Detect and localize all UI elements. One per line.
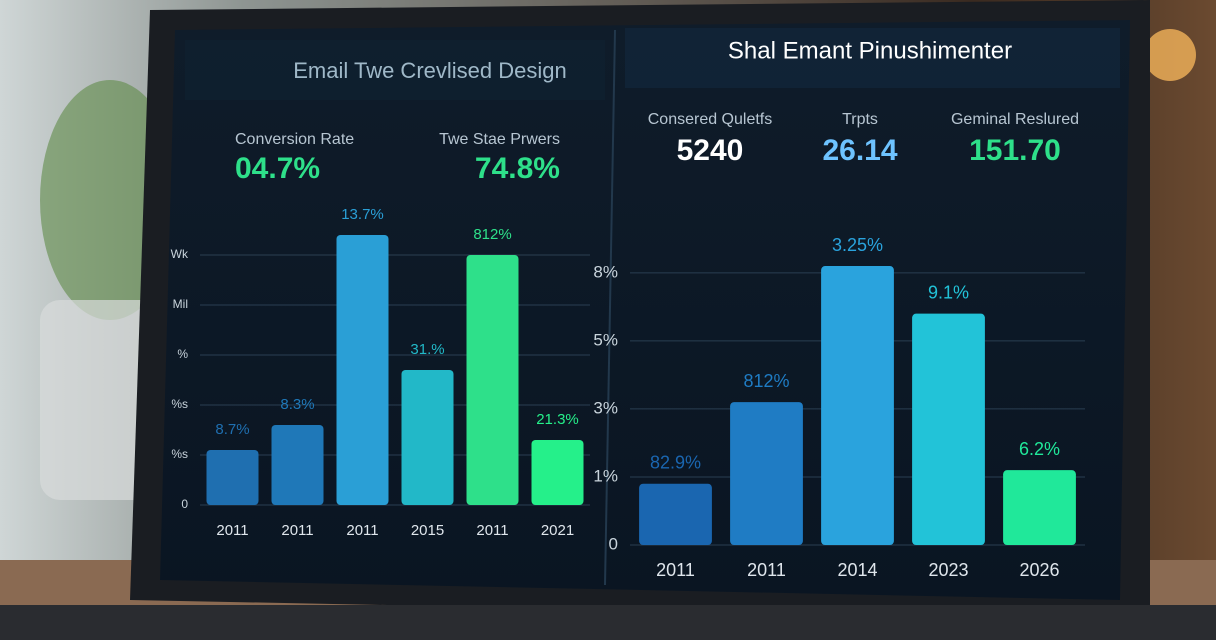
panel-header [625, 28, 1120, 88]
bar [466, 255, 519, 505]
x-tick-label: 2021 [541, 522, 574, 539]
panel-title: Email Twe Crevlised Design [293, 58, 566, 83]
bar-label: 8.7% [215, 421, 249, 438]
bar [336, 235, 389, 505]
bar-label: 812% [743, 371, 789, 391]
kpi-label: Consered Quletfs [648, 111, 773, 128]
x-tick-label: 2011 [346, 522, 378, 539]
y-tick-label: 1% [593, 466, 618, 485]
x-tick-label: 2023 [928, 560, 968, 580]
y-tick-label: % [177, 347, 188, 361]
kpi-value: 151.70 [969, 134, 1061, 167]
bar [206, 450, 259, 505]
y-tick-label: Wk [171, 247, 189, 261]
y-tick-label: 3% [593, 398, 618, 417]
y-tick-label: 5% [593, 330, 618, 349]
bar [912, 313, 985, 545]
keyboard [0, 605, 1216, 640]
y-tick-label: %s [171, 397, 188, 411]
bar-label: 8.3% [280, 396, 314, 413]
bar-label: 3.25% [832, 235, 883, 255]
bar-label: 82.9% [650, 453, 701, 473]
x-tick-label: 2011 [281, 522, 313, 539]
kpi-value: 26.14 [822, 134, 897, 167]
bar [531, 440, 584, 505]
y-tick-label: %s [171, 447, 188, 461]
bar [821, 266, 894, 545]
panel-divider [604, 29, 616, 586]
bar [271, 425, 324, 505]
kpi-label: Geminal Reslured [951, 111, 1079, 128]
panel-header [185, 40, 605, 100]
bar [730, 402, 803, 545]
bar [401, 370, 454, 505]
kpi-label: Trpts [842, 111, 878, 128]
x-tick-label: 2014 [837, 560, 877, 580]
y-tick-label: Mil [173, 297, 188, 311]
bar-label: 13.7% [341, 206, 384, 223]
x-tick-label: 2011 [747, 560, 786, 580]
y-tick-label: 8% [593, 262, 618, 281]
panel-title: Shal Emant Pinushimenter [728, 37, 1012, 64]
lamp [1144, 29, 1196, 81]
bar-label: 21.3% [536, 411, 579, 428]
x-tick-label: 2026 [1019, 560, 1059, 580]
kpi-value: 04.7% [235, 152, 320, 185]
kpi-label: Twe Stae Prwers [439, 131, 560, 148]
x-tick-label: 2015 [411, 522, 444, 539]
kpi-label: Conversion Rate [235, 131, 354, 148]
kpi-value: 5240 [677, 134, 744, 167]
kpi-value: 74.8% [475, 152, 560, 185]
bar [1003, 470, 1076, 545]
x-tick-label: 2011 [476, 522, 508, 539]
bar [639, 483, 712, 545]
bar-label: 9.1% [928, 282, 969, 302]
y-tick-label: 0 [181, 497, 188, 511]
x-tick-label: 2011 [216, 522, 248, 539]
bar-label: 31.% [410, 341, 444, 358]
bar-label: 6.2% [1019, 439, 1060, 459]
y-tick-label: 0 [609, 534, 618, 553]
x-tick-label: 2011 [656, 560, 695, 580]
bar-label: 812% [473, 226, 511, 243]
